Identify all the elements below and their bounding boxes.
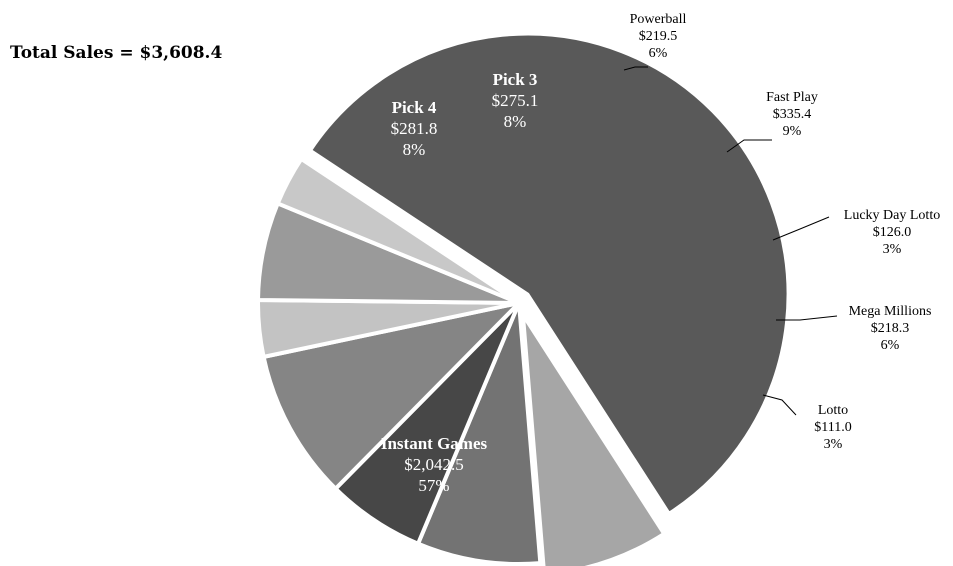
label-fast-play-name: Fast Play: [766, 90, 818, 105]
label-pick-4-value-label: $281.8: [391, 119, 438, 138]
label-instant-games-pct-label: 57%: [418, 476, 449, 495]
label-lucky-day-lotto-pct-label: 3%: [883, 242, 902, 257]
leader-line-fast-play: [726, 139, 772, 153]
label-mega-millions-name: Mega Millions: [849, 304, 932, 319]
label-instant-games-name: Instant Games: [381, 434, 488, 453]
label-pick-3-pct-label: 8%: [504, 112, 527, 131]
label-lucky-day-lotto-value-label: $126.0: [873, 225, 912, 240]
slice-lotto: [275, 156, 521, 305]
leader-line-lucky-day-lotto: [772, 216, 830, 241]
label-fast-play-pct-label: 9%: [783, 124, 802, 139]
label-powerball-name: Powerball: [630, 12, 687, 27]
label-lotto-pct-label: 3%: [824, 437, 843, 452]
leader-line-powerball: [623, 66, 648, 71]
label-powerball-value-label: $219.5: [639, 29, 678, 44]
label-powerball-pct-label: 6%: [649, 46, 668, 61]
slice-instant-games: [307, 31, 791, 516]
label-lotto-value-label: $111.0: [814, 420, 851, 435]
label-pick-3-name: Pick 3: [493, 70, 538, 89]
slice-pick-3: [416, 301, 543, 566]
label-lucky-day-lotto-name: Lucky Day Lotto: [844, 208, 940, 223]
slice-fast-play: [261, 301, 521, 491]
slice-labels: Instant Games $2,042.5 57% Pick 4 $281.8 8% Pi…: [381, 12, 940, 495]
leader-line-mega-millions: [776, 315, 838, 321]
slice-pick-4: [520, 312, 667, 566]
pie-slices: [256, 31, 791, 566]
label-pick-4-name: Pick 4: [392, 98, 437, 117]
label-pick-4-pct-label: 8%: [403, 140, 426, 159]
leader-line-lotto: [762, 394, 797, 416]
label-mega-millions-value-label: $218.3: [871, 321, 910, 336]
label-lotto-name: Lotto: [818, 403, 848, 418]
label-fast-play-value-label: $335.4: [773, 107, 812, 122]
label-mega-millions-pct-label: 6%: [881, 338, 900, 353]
label-pick-3-value-label: $275.1: [492, 91, 539, 110]
label-instant-games-value-label: $2,042.5: [404, 455, 464, 474]
leader-lines: [623, 66, 838, 416]
total-sales-label: Total Sales = $3,608.4: [10, 43, 223, 63]
